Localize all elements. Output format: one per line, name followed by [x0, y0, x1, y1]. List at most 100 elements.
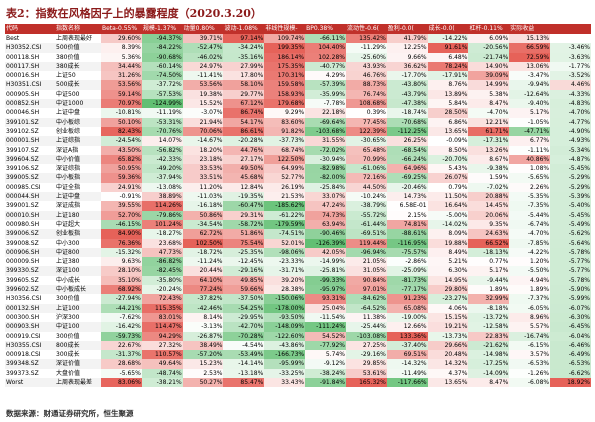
- value-cell: -19.35%: [223, 192, 265, 202]
- value-cell: -16.18%: [182, 201, 224, 211]
- column-header: 动量0.80%: [182, 24, 224, 34]
- value-cell: 119.44%: [345, 238, 387, 248]
- row-label: 创业板指: [55, 229, 101, 239]
- value-cell: 5.74%: [305, 350, 346, 360]
- value-cell: -20.28%: [223, 136, 265, 146]
- value-cell: -29.16%: [345, 350, 387, 360]
- value-cell: 42.05%: [305, 247, 346, 258]
- row-label: 上证综指: [55, 136, 101, 146]
- value-cell: 65.82%: [101, 154, 142, 165]
- value-cell: 26.07%: [427, 173, 469, 183]
- value-cell: -14.67%: [182, 136, 224, 146]
- value-cell: -12.64%: [509, 89, 551, 100]
- row-label: 上证中盘: [55, 192, 101, 202]
- value-cell: -72.02%: [305, 145, 346, 155]
- row-label: 中证800: [55, 247, 101, 258]
- table-row: H30352.CSI 500价值 8.39% -84.22% -52.47% -34.24…: [5, 43, 591, 53]
- value-cell: 65.08%: [386, 303, 428, 313]
- value-cell: -37.40%: [386, 340, 428, 351]
- value-cell: 6.48%: [427, 52, 469, 62]
- value-cell: -84.62%: [345, 294, 387, 304]
- row-label: 中证500: [56, 90, 80, 98]
- column-header: 代码: [5, 24, 55, 34]
- value-cell: 58.10%: [223, 80, 265, 90]
- table-row: 000919.CSI 300价值 -59.73% 94.29% -26.87% -70.2…: [5, 331, 591, 341]
- value-cell: 70.99%: [345, 154, 387, 165]
- value-cell: -14.99%: [305, 257, 346, 267]
- value-cell: 31.55%: [305, 136, 346, 146]
- value-cell: 34.44%: [101, 61, 142, 72]
- row-label: 沪深300: [56, 313, 80, 321]
- value-cell: -19.00%: [386, 312, 428, 323]
- value-cell: -3.63%: [550, 52, 591, 62]
- row-label: 上周表现最好: [56, 35, 93, 42]
- value-cell: 8.39%: [101, 43, 142, 53]
- value-cell: 6.09%: [468, 34, 510, 44]
- value-cell: -55.72%: [345, 210, 387, 220]
- value-cell: 12.25%: [386, 43, 428, 53]
- value-cell: -74.51%: [264, 229, 306, 239]
- value-cell: -2.86%: [405, 258, 427, 266]
- value-cell: -6.04%: [550, 331, 591, 341]
- column-header: 杠杆-0.11%: [468, 24, 510, 34]
- value-cell: -14.22%: [427, 34, 469, 44]
- value-cell: -4.83%: [550, 99, 591, 109]
- value-cell: -69.64%: [305, 117, 346, 127]
- value-cell: -7.02%: [468, 182, 510, 193]
- value-cell: 76.36%: [101, 238, 142, 248]
- value-cell: 38.89%: [141, 192, 183, 202]
- value-cell: 186.14%: [264, 52, 306, 62]
- row-label: 中小板指: [55, 173, 101, 183]
- value-cell: 5.43%: [427, 164, 469, 174]
- value-cell: 41.79%: [386, 34, 428, 44]
- value-cell: -16.42%: [101, 322, 142, 332]
- row-label: 000918.CSI: [6, 351, 41, 359]
- column-header: 规模-1.37%: [141, 24, 183, 34]
- value-cell: 11.38%: [345, 312, 387, 323]
- table-row: H30356.CSI 300价值 -27.94% 72.43% -37.82% -37.5…: [5, 294, 591, 304]
- value-cell: -60.47%: [223, 201, 265, 211]
- table-row: 000906.SH 中证800 -15.32% 47.73% -18.72% -25.35…: [5, 247, 591, 258]
- value-cell: -166.73%: [264, 350, 306, 360]
- value-cell: -37.50%: [223, 294, 265, 304]
- value-cell: 28.50%: [427, 108, 469, 118]
- value-cell: -82.45%: [141, 266, 183, 276]
- value-cell: -42.70%: [223, 322, 265, 332]
- value-cell: 6.86%: [427, 117, 469, 127]
- value-cell: -10.24%: [345, 192, 387, 202]
- value-cell: 9.63%: [101, 257, 142, 267]
- value-cell: 21.05%: [345, 257, 387, 267]
- value-cell: 52.01%: [264, 238, 306, 248]
- value-cell: 21.53%: [264, 192, 306, 202]
- row-label: 399604.SZ: [5, 154, 55, 165]
- value-cell: -6.46%: [550, 340, 591, 351]
- value-cell: 52.77%: [264, 173, 306, 183]
- table-row: 000009.SH 上证380 9.63% -86.82% -11.24% -12.45%…: [5, 257, 591, 267]
- value-cell: 13.65%: [427, 377, 469, 388]
- value-cell: -124.99%: [141, 99, 183, 109]
- row-label: H30356.CSI: [6, 295, 42, 303]
- table-row: 399330.SZ 深证100 28.10% -82.45% 20.44% -29.16%…: [5, 266, 591, 276]
- value-cell: -7.78%: [305, 99, 346, 109]
- value-cell: -11.24%: [182, 257, 224, 267]
- value-cell: 91.23%: [386, 294, 428, 304]
- value-cell: -11.03%: [182, 192, 224, 202]
- value-cell: -4.87%: [550, 154, 591, 165]
- value-cell: 94.29%: [141, 331, 183, 341]
- value-cell: -75.57%: [386, 247, 428, 258]
- row-label: 深证A指: [56, 146, 79, 154]
- value-cell: 53.56%: [182, 80, 224, 90]
- value-cell: -8.18%: [468, 303, 510, 313]
- value-cell: 0.77%: [489, 258, 509, 266]
- row-label: 上证180: [55, 210, 101, 220]
- value-cell: -13.18%: [223, 368, 265, 378]
- value-cell: 76.74%: [345, 89, 387, 100]
- value-cell: 83.60%: [264, 117, 306, 127]
- row-label: 上证中盘: [56, 109, 81, 117]
- value-cell: 43.93%: [345, 61, 387, 72]
- value-cell: -11.49%: [386, 368, 428, 378]
- value-cell: -43.79%: [386, 89, 428, 100]
- value-cell: 97.14%: [223, 34, 265, 44]
- value-cell: 47.73%: [141, 247, 183, 258]
- value-cell: -11.41%: [182, 71, 224, 81]
